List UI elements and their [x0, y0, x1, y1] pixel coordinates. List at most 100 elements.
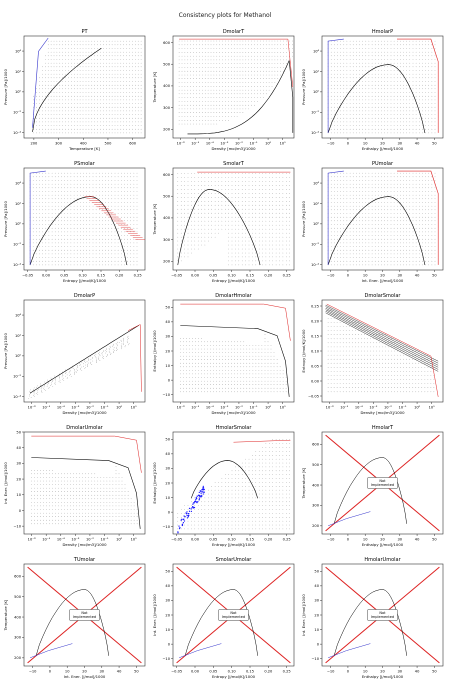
x-tick-label: 0.05: [209, 538, 217, 542]
x-tick-label: 50: [432, 142, 437, 146]
plot-frame: [172, 167, 295, 271]
x-tick-label: 10⁻³: [71, 538, 79, 542]
x-tick-label: 30: [397, 538, 402, 542]
x-tick-label: 0.25: [283, 670, 291, 674]
saturation-curve: [32, 47, 102, 132]
y-axis-label: Temperature [K]: [152, 71, 157, 103]
y-tick-label: 40: [16, 446, 21, 450]
y-tick-label: 50: [314, 570, 319, 574]
state-points: [327, 40, 436, 134]
chart-tumolar: TUmolar −10 0 10 20 30 40 50 200 300 400 500 600 Int.…: [3, 557, 146, 679]
x-tick-label: 20: [380, 538, 385, 542]
y-tick-label: 10⁰: [15, 354, 22, 358]
saturation-dome: [177, 189, 261, 265]
y-tick-label: 0.05: [311, 364, 319, 368]
liquid-boundary: [30, 643, 73, 659]
x-tick-label: 0: [49, 670, 52, 674]
plot-area: [29, 170, 145, 266]
phase-envelope: [333, 589, 407, 656]
y-tick-label: 0.20: [311, 319, 320, 323]
liquid-boundary: [179, 643, 222, 659]
plot-frame: [321, 167, 444, 271]
x-tick-label: 400: [80, 142, 88, 146]
plot-area: [180, 303, 291, 397]
x-tick-label: −0.05: [171, 274, 182, 278]
state-points: [33, 40, 142, 134]
y-tick-label: −0.05: [308, 394, 319, 398]
envelope: [180, 325, 290, 397]
y-tick-label: −10: [311, 657, 319, 661]
y-tick-label: 10⁻⁴: [13, 131, 21, 135]
x-tick-label: 10: [363, 142, 368, 146]
upper-boundary: [179, 38, 294, 88]
chart-title: SmolarUmolar: [216, 557, 253, 563]
y-tick-label: 400: [14, 615, 22, 619]
not-implemented-box: [367, 477, 398, 489]
y-tick-label: 10⁴: [15, 181, 22, 185]
x-tick-label: 10⁻⁵: [191, 406, 199, 410]
y-axis-label: Temperature [K]: [3, 599, 8, 631]
y-tick-label: 20: [165, 481, 170, 485]
x-tick-label: 10⁻⁶: [326, 406, 334, 410]
y-tick-label: 10²: [313, 202, 320, 206]
state-points: [327, 172, 436, 266]
y-tick-label: 0.25: [311, 304, 319, 308]
x-tick-label: 600: [129, 142, 137, 146]
x-tick-label: −10: [29, 670, 37, 674]
y-tick-label: 10²: [15, 70, 22, 74]
x-tick-label: 0: [347, 142, 350, 146]
liquid-boundary: [327, 170, 344, 265]
x-axis-label: Density [mol/m3]/1000: [360, 410, 405, 415]
plot-area: [177, 439, 291, 534]
x-tick-label: 10⁰: [265, 406, 272, 410]
x-tick-label: 10⁻⁵: [191, 142, 199, 146]
upper-boundary: [180, 303, 291, 341]
x-tick-label: 10¹: [131, 406, 138, 410]
y-tick-label: 10⁰: [313, 90, 320, 94]
liquid-boundary: [32, 37, 49, 128]
y-axis-label: Enthalpy [J/mol]/1000: [152, 330, 157, 372]
x-axis-label: Density [mol/m3]/1000: [211, 410, 256, 415]
chart-dmolarumolar: DmolarUmolar 10⁻⁶ 10⁻⁵ 10⁻⁴ 10⁻³ 10⁻² 10⁻¹ 10⁰ 1…: [3, 425, 146, 547]
liquid-boundary: [327, 38, 344, 133]
y-tick-label: 10⁴: [313, 49, 320, 53]
x-tick-label: 10⁻²: [86, 538, 94, 542]
y-tick-label: 20: [165, 613, 170, 617]
plot-frame: [23, 35, 146, 139]
y-tick-label: 10⁻²: [311, 243, 319, 247]
y-tick-label: 400: [163, 84, 171, 88]
y-tick-label: 0.10: [311, 349, 320, 353]
x-tick-label: 0.15: [246, 274, 254, 278]
chart-psmolar: PSmolar −0.05 0.00 0.05 0.10 0.15 0.20 0.25 10⁻⁴…: [3, 161, 146, 283]
x-axis-label: Enthalpy [J/mol]/1000: [362, 146, 404, 151]
x-axis-label: Entropy [J/mol/K]/1000: [212, 674, 256, 679]
x-tick-label: 10¹: [280, 142, 287, 146]
x-tick-label: 0.05: [60, 274, 68, 278]
not-implemented-label: Implemented: [222, 615, 245, 619]
y-tick-label: 10: [314, 628, 319, 632]
chart-title: DmolarSmolar: [365, 293, 402, 299]
x-tick-label: 10: [363, 538, 368, 542]
y-axis-label: Int. Ener. [J/mol]/1000: [301, 594, 306, 636]
y-tick-label: 10⁴: [15, 313, 22, 317]
envelope: [31, 457, 141, 529]
x-tick-label: 50: [432, 274, 437, 278]
x-tick-label: 10⁻⁶: [28, 538, 36, 542]
isotherm: [325, 304, 439, 362]
x-tick-label: 10⁻²: [235, 142, 243, 146]
x-tick-label: 0.10: [228, 670, 237, 674]
state-points: [28, 335, 130, 399]
plot-frame: [321, 35, 444, 139]
y-tick-label: 0: [317, 642, 320, 646]
y-tick-label: 50: [165, 438, 170, 442]
x-axis-label: Int. Ener. [J/mol]/1000: [64, 674, 106, 679]
x-axis-label: Enthalpy [J/mol]/1000: [362, 674, 404, 679]
y-tick-label: 10⁻²: [13, 111, 21, 115]
x-tick-label: 30: [99, 670, 104, 674]
y-axis-label: Temperature [K]: [152, 203, 157, 235]
y-tick-label: −10: [162, 657, 170, 661]
x-tick-label: 10⁻⁴: [206, 142, 214, 146]
x-tick-label: 10: [65, 670, 70, 674]
chart-dmolart: DmolarT 10⁻⁶ 10⁻⁵ 10⁻⁴ 10⁻³ 10⁻² 10⁻¹ 10⁰ 10¹ 200…: [152, 29, 295, 151]
x-tick-label: 0.10: [228, 274, 237, 278]
